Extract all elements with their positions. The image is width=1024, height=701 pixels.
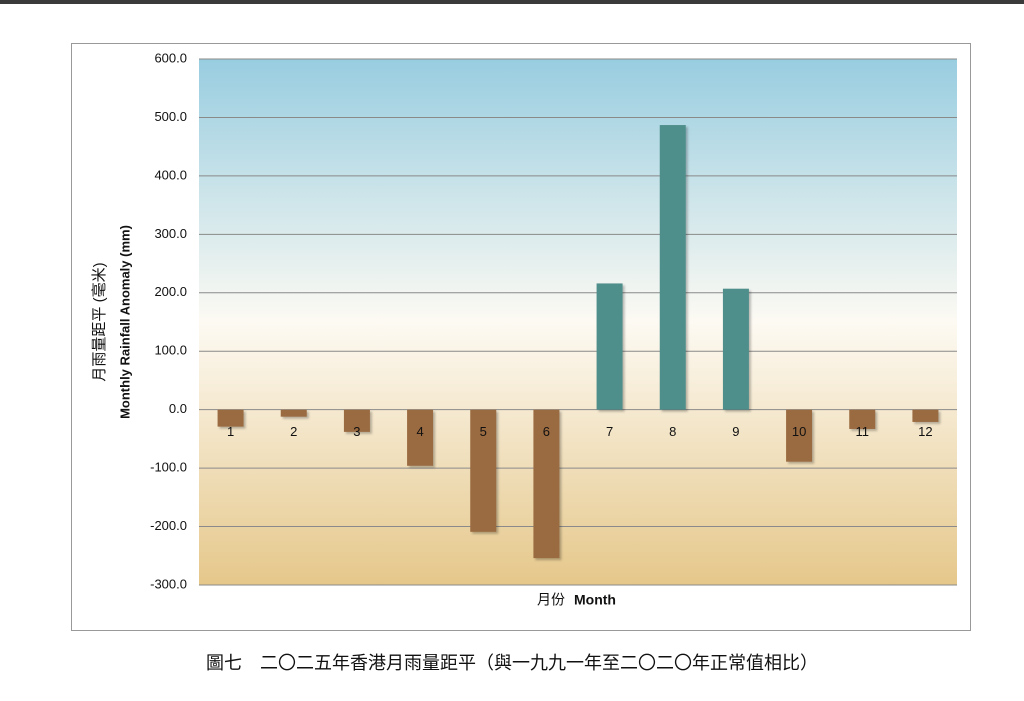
y-axis-label-en: Monthly Rainfall Anomaly (mm) <box>117 225 132 419</box>
x-tick-label: 6 <box>543 424 550 439</box>
x-tick-label: 11 <box>856 424 870 439</box>
x-tick-label: 3 <box>353 424 360 439</box>
x-tick-label: 2 <box>290 424 297 439</box>
y-tick-label: 100.0 <box>154 343 187 358</box>
x-tick-label: 9 <box>732 424 739 439</box>
x-tick-label: 8 <box>669 424 676 439</box>
x-tick-label: 5 <box>480 424 487 439</box>
caption: 圖七 二〇二五年香港月雨量距平（與一九九一年至二〇二〇年正常值相比） <box>206 653 818 674</box>
x-axis-label-en: Month <box>574 592 616 608</box>
bar <box>722 288 749 410</box>
y-tick-label: 600.0 <box>154 50 187 65</box>
bar <box>596 283 623 410</box>
bar <box>217 409 244 427</box>
x-tick-label: 12 <box>918 424 932 439</box>
y-tick-label: -200.0 <box>150 518 187 533</box>
bar <box>407 409 434 466</box>
y-tick-label: -300.0 <box>150 576 187 591</box>
bar <box>659 125 686 410</box>
x-tick-label: 4 <box>416 424 423 439</box>
x-tick-label: 1 <box>227 424 234 439</box>
top-bar <box>0 0 1024 4</box>
bar <box>470 409 497 532</box>
x-axis-label: 月份 <box>537 592 565 608</box>
bar <box>849 409 876 429</box>
x-tick-label: 10 <box>792 424 806 439</box>
y-tick-label: 400.0 <box>154 167 187 182</box>
y-tick-label: 200.0 <box>154 284 187 299</box>
plot-area <box>199 59 957 585</box>
bar <box>343 409 370 432</box>
bar <box>280 409 307 417</box>
bar <box>533 409 560 559</box>
y-tick-label: 500.0 <box>154 109 187 124</box>
y-tick-label: 300.0 <box>154 226 187 241</box>
bar <box>786 409 813 462</box>
bar <box>912 409 939 422</box>
x-tick-label: 7 <box>606 424 613 439</box>
y-axis-label: 月雨量距平 (毫米) <box>90 262 108 381</box>
y-tick-label: 0.0 <box>169 401 187 416</box>
y-tick-label: -100.0 <box>150 460 187 475</box>
